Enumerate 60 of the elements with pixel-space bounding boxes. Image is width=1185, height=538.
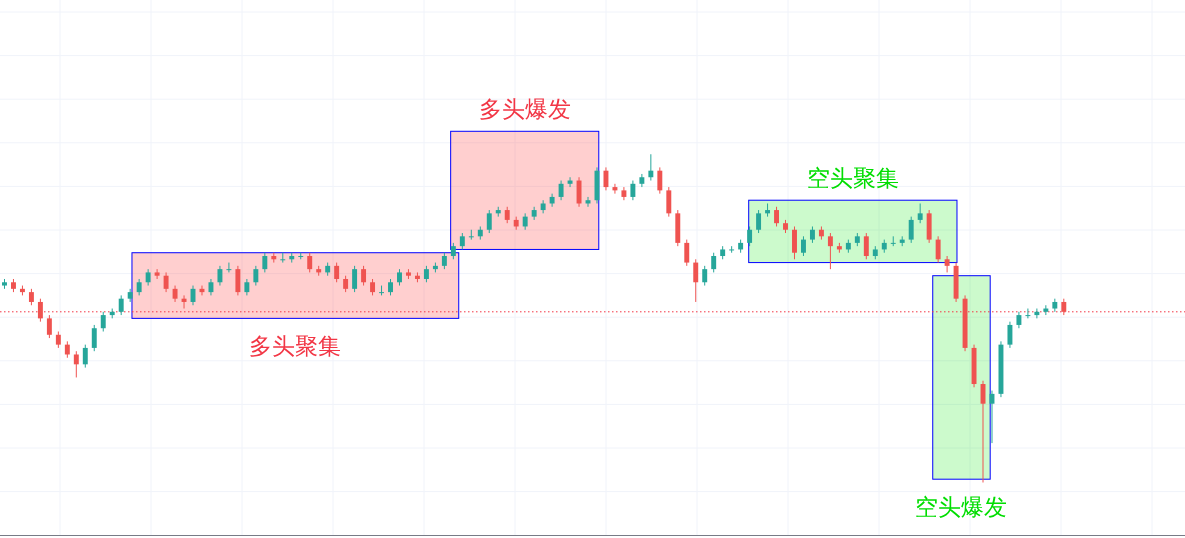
candlestick [1043,304,1049,316]
candlestick [612,183,618,195]
text: 空头爆发 [915,494,1008,521]
candlestick [567,176,573,188]
candlestick [1034,308,1040,319]
candlestick [549,193,555,208]
candlestick [154,268,160,280]
candlestick [352,265,358,293]
candlestick [235,265,241,296]
candlestick [262,252,268,273]
candlestick [558,180,564,201]
candlestick [747,225,753,247]
annotation: 空头聚集 [806,165,899,192]
candlestick [163,271,169,293]
candlestick [774,206,779,227]
candlestick [118,294,124,316]
candlestick [801,235,806,257]
candlestick [621,186,627,201]
candlestick [711,252,717,273]
candlestick [576,176,582,208]
candlestick [361,265,367,287]
candlestick [334,262,340,283]
candlestick [917,203,923,224]
candlestick [657,166,663,195]
candlestick [827,232,833,270]
candlestick [307,252,313,273]
candlestick [684,239,690,267]
candlestick [702,265,708,287]
candlestick [908,216,914,244]
candlestick [540,199,546,214]
candlestick [693,258,699,303]
candlestick [639,173,645,188]
candlestick [603,166,609,191]
candlestick [1025,308,1031,319]
candlestick [666,186,672,218]
candlestick [226,262,232,273]
candlestick [37,298,43,323]
annotation: 多头聚集 [249,333,342,360]
candlestick [73,350,79,378]
candlestick [217,265,223,287]
candlestick [46,314,52,339]
candlestick [1007,321,1013,349]
candlestick [531,206,537,221]
candlestick [82,344,88,369]
candlestick [468,229,474,241]
candlestick [253,265,259,287]
candlestick [648,153,654,182]
candlestick [935,235,941,264]
candlestick [181,294,187,310]
text: 多头爆发 [478,96,571,123]
candlestick [486,209,492,234]
candlestick [756,209,762,234]
candlestick [863,232,869,260]
candlestick [100,311,106,332]
candlestick [890,235,896,247]
candlestick [280,252,286,264]
candlestick [944,255,950,273]
candlestick [792,225,797,260]
candlestick [91,324,97,352]
candlestick [630,180,636,201]
